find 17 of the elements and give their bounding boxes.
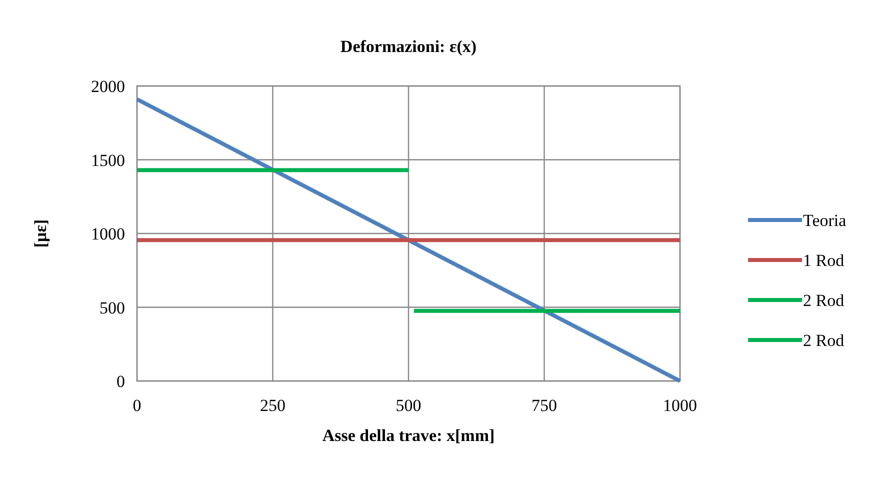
x-tick-label: 750 — [532, 396, 557, 415]
x-axis-title: Asse della trave: x[mm] — [322, 426, 495, 445]
legend-label: Teoria — [803, 211, 847, 230]
legend-label: 1 Rod — [803, 251, 845, 270]
x-tick-label: 0 — [132, 396, 142, 415]
legend-label: 2 Rod — [803, 331, 845, 350]
y-tick-label: 0 — [116, 372, 125, 391]
x-tick-label: 500 — [396, 396, 422, 415]
legend-label: 2 Rod — [803, 291, 845, 310]
y-tick-label: 1500 — [91, 150, 125, 170]
x-tick-label: 1000 — [663, 396, 697, 415]
x-tick-label: 250 — [260, 396, 286, 415]
y-axis-title: [με] — [31, 219, 50, 248]
y-tick-label: 1000 — [91, 224, 125, 244]
y-tick-label: 500 — [100, 298, 125, 318]
chart-title: Deformazioni: ε(x) — [340, 37, 477, 56]
y-tick-label: 2000 — [91, 77, 125, 96]
